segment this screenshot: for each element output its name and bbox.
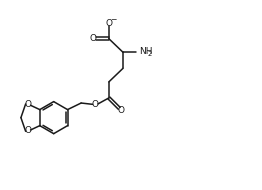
Text: O: O bbox=[25, 126, 32, 135]
Text: O: O bbox=[90, 34, 97, 43]
Text: O: O bbox=[92, 100, 99, 109]
Text: 2: 2 bbox=[148, 51, 152, 57]
Text: O: O bbox=[25, 100, 32, 109]
Text: O: O bbox=[117, 106, 124, 115]
Text: O: O bbox=[105, 19, 112, 28]
Text: NH: NH bbox=[139, 47, 152, 56]
Text: −: − bbox=[110, 15, 116, 24]
